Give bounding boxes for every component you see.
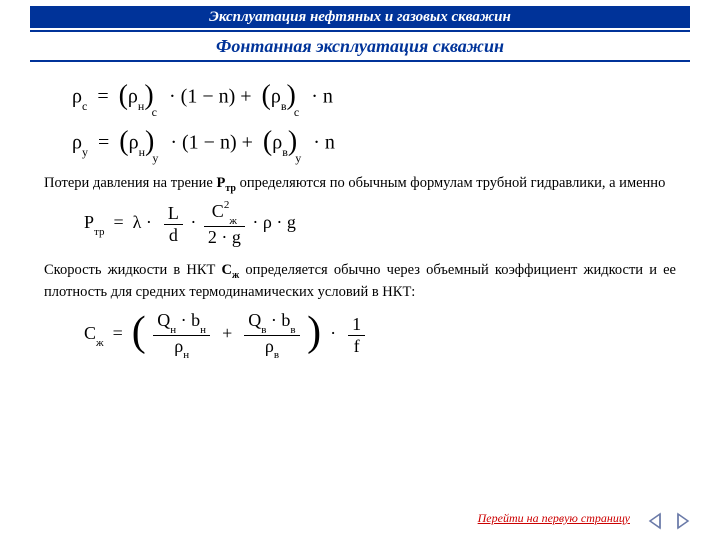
next-arrow-icon[interactable] <box>672 512 690 530</box>
nav-arrows <box>648 512 690 530</box>
equation-rho-c: ρс = (ρн)с · (1 − n) + (ρв)с · n <box>72 82 676 114</box>
equation-rho-u: ρу = (ρн)у · (1 − n) + (ρв)у · n <box>72 128 676 160</box>
divider-sub <box>30 60 690 62</box>
slide: Эксплуатация нефтяных и газовых скважин … <box>0 0 720 540</box>
first-page-link[interactable]: Перейти на первую страницу <box>478 511 630 526</box>
header-bar: Эксплуатация нефтяных и газовых скважин <box>30 6 690 28</box>
eq1-lhs: ρ <box>72 86 82 108</box>
paragraph-velocity: Скорость жидкости в НКТ Сж определяется … <box>44 261 676 302</box>
content-area: ρс = (ρн)с · (1 − n) + (ρв)с · n ρу = (ρ… <box>44 74 676 374</box>
page-title: Эксплуатация нефтяных и газовых скважин <box>209 9 511 25</box>
paragraph-friction: Потери давления на трение Ртр определяют… <box>44 174 676 195</box>
prev-arrow-icon[interactable] <box>648 512 666 530</box>
divider-top <box>30 30 690 32</box>
equation-ptr: Pтр = λ · L d · C2ж 2 · g · ρ · g <box>84 201 676 247</box>
equation-czh: Cж = ( Qн · bн ρн + Qв · bв ρв ) · 1 f <box>84 310 676 359</box>
page-subtitle: Фонтанная эксплуатация скважин <box>30 36 690 57</box>
